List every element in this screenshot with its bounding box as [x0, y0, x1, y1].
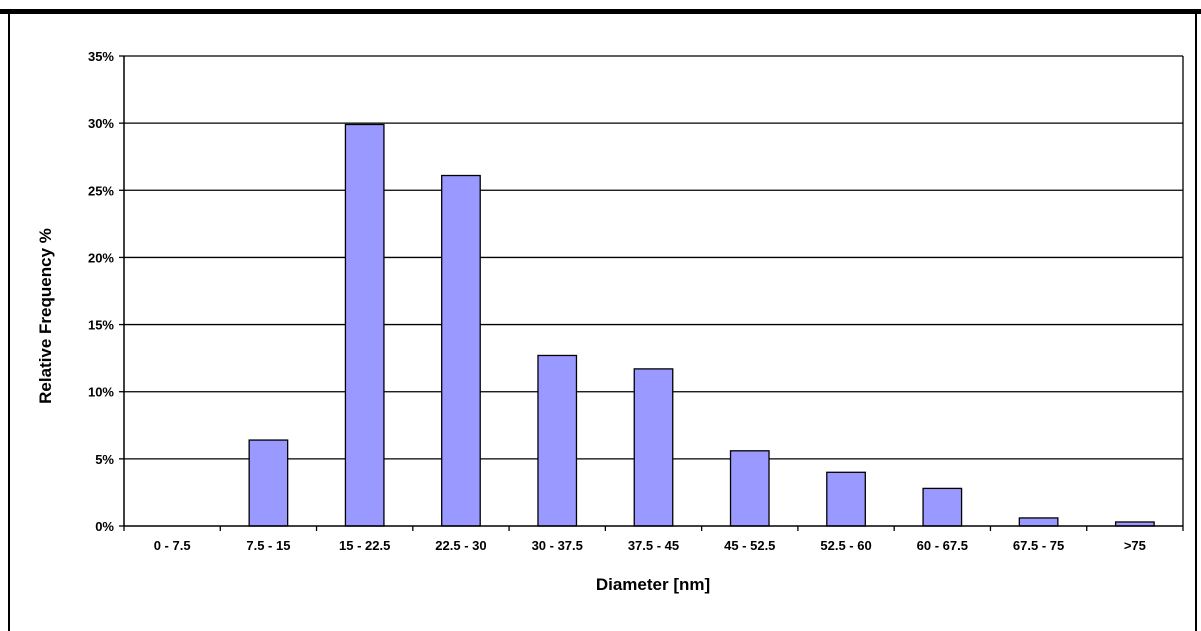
bars	[248, 123, 1155, 527]
x-tick-label: 7.5 - 15	[246, 538, 290, 553]
y-tick-label: 0%	[95, 519, 114, 534]
bar	[537, 354, 578, 527]
y-axis-title: Relative Frequency %	[36, 228, 55, 404]
bar	[1018, 517, 1059, 527]
bar	[633, 368, 674, 527]
x-axis-title: Diameter [nm]	[596, 575, 710, 594]
x-tick-label: 30 - 37.5	[532, 538, 583, 553]
y-tick-label: 35%	[88, 49, 114, 64]
bar	[248, 439, 289, 527]
bar	[344, 123, 385, 527]
y-tick-label: 25%	[88, 183, 114, 198]
x-tick-labels: 0 - 7.5 7.5 - 15 15 - 22.5 22.5 - 30 30 - 37…	[154, 538, 1146, 553]
x-tick-label: 67.5 - 75	[1013, 538, 1064, 553]
y-tick-label: 15%	[88, 318, 114, 333]
x-tick-label: 60 - 67.5	[917, 538, 968, 553]
x-tick-label: 22.5 - 30	[435, 538, 486, 553]
frame-top-border	[0, 9, 1201, 14]
bar	[826, 471, 866, 527]
x-tick-label: 37.5 - 45	[628, 538, 679, 553]
y-tick-label: 20%	[88, 250, 114, 265]
x-tick-label: >75	[1124, 538, 1146, 553]
bar	[922, 487, 963, 527]
x-tick-label: 0 - 7.5	[154, 538, 191, 553]
y-tick-label: 5%	[95, 452, 114, 467]
frame-right-border	[1195, 9, 1197, 631]
x-tick-label: 52.5 - 60	[820, 538, 871, 553]
y-tick-label: 30%	[88, 116, 114, 131]
x-tick-label: 15 - 22.5	[339, 538, 390, 553]
bar	[729, 450, 770, 527]
bar	[441, 174, 481, 527]
y-tick-labels: 0% 5% 10% 15% 20% 25% 30% 35%	[88, 49, 114, 534]
x-tick-label: 45 - 52.5	[724, 538, 775, 553]
frame-left-border	[8, 9, 10, 631]
axes	[119, 55, 1184, 531]
y-tick-label: 10%	[88, 385, 114, 400]
